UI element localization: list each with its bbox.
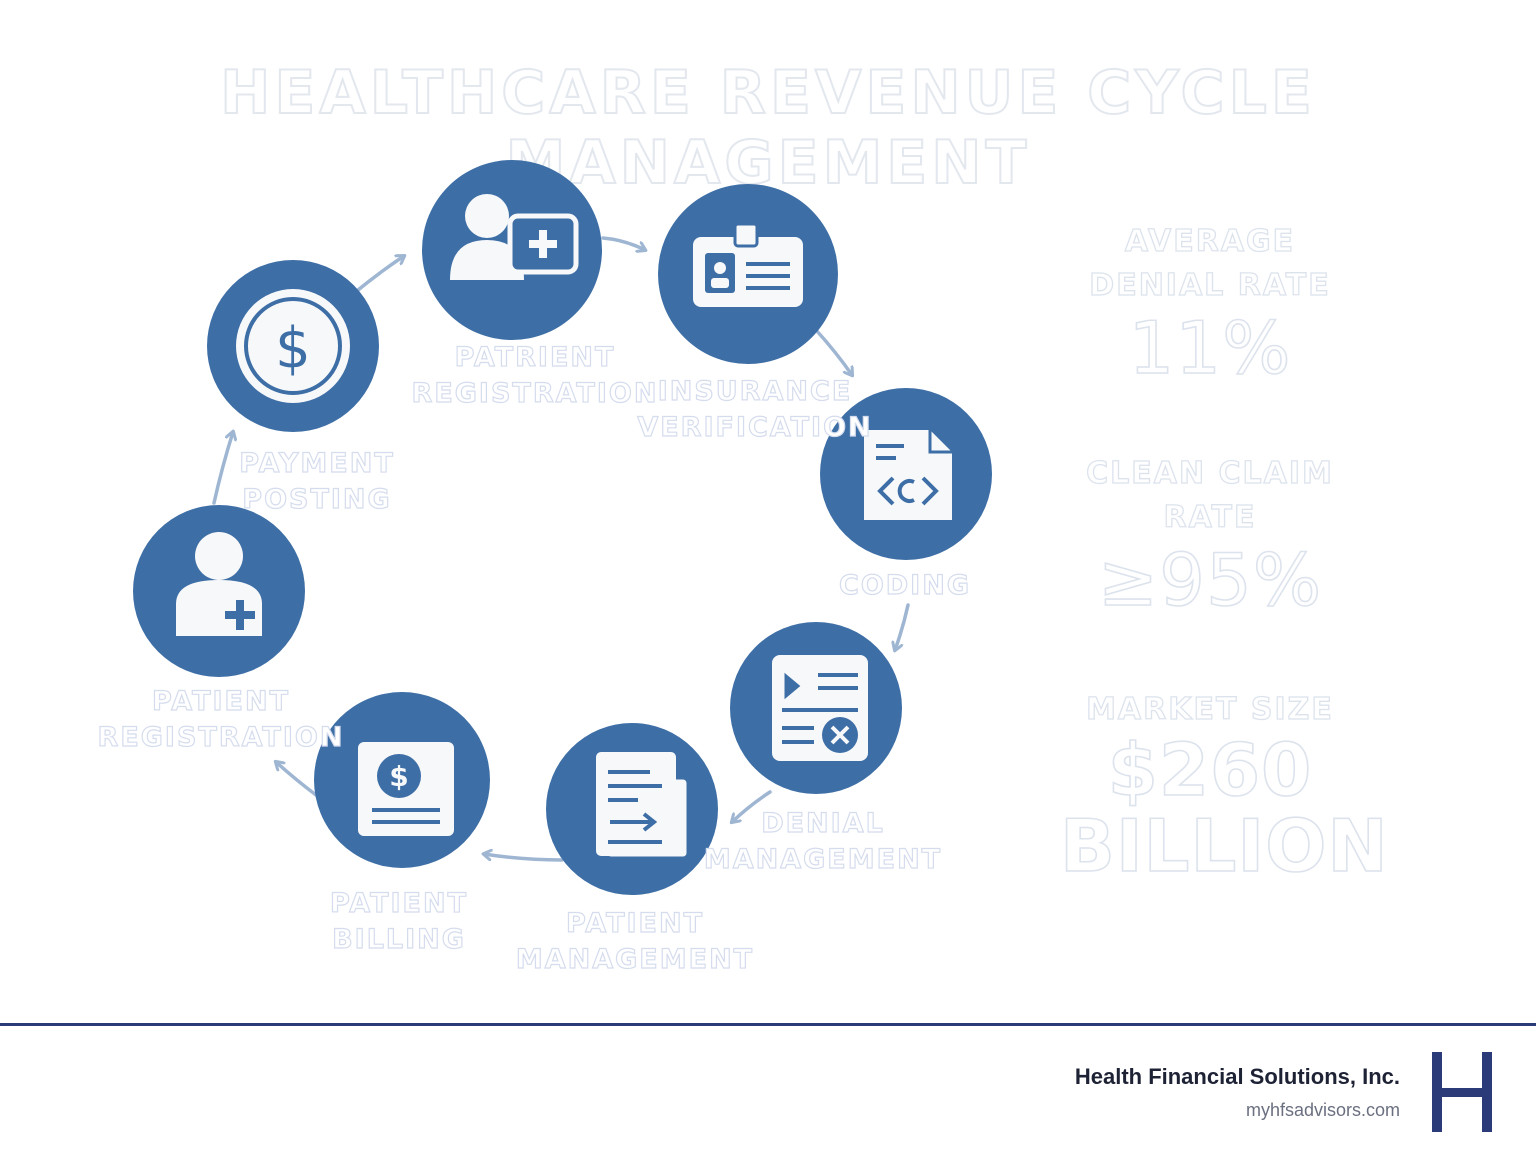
cycle-arrows [212,236,910,862]
footer-divider [0,1023,1536,1026]
step-insurance-verification [658,184,838,364]
step-patient-billing: $ [314,692,490,868]
arrow-billing-to-registration [276,762,318,797]
arrow-coding-to-denial [895,603,910,650]
step-label-patient-billing: PATIENT BILLING [329,887,469,955]
company-name: Health Financial Solutions, Inc. [1074,1064,1400,1089]
step-label-patient-registration-top: PATRIENT REGISTRATION [411,341,659,409]
step-coding [820,388,992,560]
step-patient-management [546,723,718,895]
stat-average-denial-rate: AVERAGE DENIAL RATE 11% [1060,220,1360,388]
id-card-icon [693,222,803,307]
step-label-coding: CODING [838,569,971,601]
step-label-payment-posting: PAYMENT POSTING [239,447,395,515]
arrow-denial-to-management [732,790,772,822]
cycle-diagram: $ $ [133,160,992,895]
stat-value: ≥95% [1097,538,1323,622]
patient-plus-icon [176,532,262,636]
step-patient-registration-left [133,505,305,677]
company-logo [1432,1052,1492,1132]
svg-text:$: $ [389,760,408,793]
stat-market-size: MARKET SIZE $260 BILLION [1059,688,1389,888]
stat-value: 11% [1128,306,1292,390]
page-title: HEALTHCARE REVENUE CYCLE MANAGEMENT [219,57,1316,199]
step-payment-posting: $ [207,260,379,432]
step-denial-management [730,622,902,794]
documents-arrow-icon [596,752,690,860]
dollar-coin-icon: $ [236,289,350,403]
stat-label: MARKET SIZE [1085,691,1334,727]
patient-plus-icon [450,194,579,280]
stat-clean-claim-rate: CLEAN CLAIM RATE ≥95% [1060,452,1360,620]
stat-value: $260 [1107,728,1313,812]
invoice-dollar-icon: $ [358,742,454,836]
arrow-management-to-billing [484,854,564,862]
arrow-insurance-to-coding [814,328,852,375]
step-label-denial-management: DENIAL MANAGEMENT [703,807,943,875]
svg-text:$: $ [275,316,311,381]
arrow-registration-to-insurance [601,236,645,250]
step-label-patient-registration-left: PATIENT REGISTRATION [97,685,345,753]
step-label-patient-management: PATIENT MANAGEMENT [515,907,755,975]
denied-form-icon [772,655,868,761]
step-patient-registration-top [422,160,602,340]
stat-unit: BILLION [1059,804,1389,888]
step-label-insurance-verification: INSURANCE VERIFICATION [637,375,873,443]
stat-label: CLEAN CLAIM RATE [1085,455,1334,535]
company-url: myhfsadvisors.com [1245,1100,1400,1120]
arrow-registration-to-payment [212,432,233,505]
arrow-payment-to-registration [356,256,404,292]
code-document-icon [864,430,952,520]
stat-label: AVERAGE DENIAL RATE [1089,223,1331,303]
